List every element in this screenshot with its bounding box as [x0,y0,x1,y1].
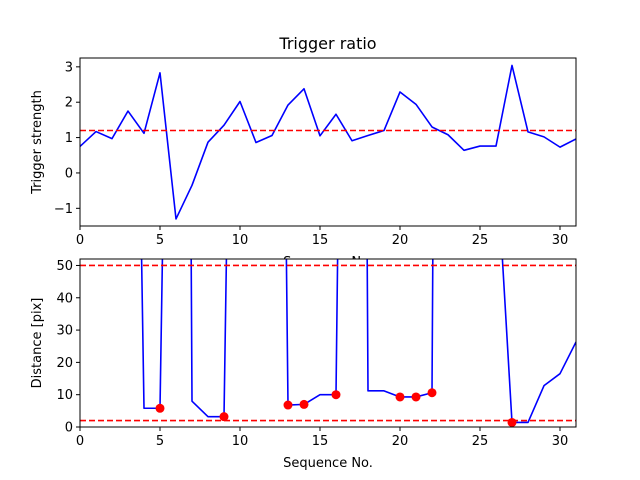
x-tick-label: 30 [552,233,569,248]
distance-plot: 0 5 10 15 20 25 30 0 10 20 30 40 50 Sequence No. Dis… [30,258,577,471]
y-tick-label: 10 [56,388,73,403]
series-line [501,259,576,424]
data-point [331,390,341,400]
series-line [190,259,228,418]
y-axis-label: Distance [pix] [30,298,45,389]
x-tick-label: 5 [156,434,164,449]
y-tick-label: 0 [65,166,73,181]
x-tick-label: 5 [156,233,164,248]
x-tick-label: 0 [76,434,84,449]
y-tick-label: 3 [65,60,73,75]
series-line [140,259,164,410]
x-tick-label: 30 [552,434,569,449]
series-line [80,64,576,220]
data-point [283,400,293,410]
x-tick-label: 10 [232,233,249,248]
y-tick-label: 50 [56,259,73,274]
series-line [285,259,339,406]
x-axis-label: Sequence No. [283,456,373,471]
x-tick-label: 15 [312,434,329,449]
data-point [507,417,517,427]
data-point [155,403,165,413]
data-point [411,392,421,402]
data-point [299,399,309,409]
y-tick-label: 0 [65,421,73,436]
y-tick-label: 30 [56,324,73,339]
y-axis-label: Trigger strength [30,90,45,195]
chart-title: Trigger ratio [278,34,376,53]
plot-frame [79,258,577,428]
y-tick-label: 40 [56,291,73,306]
x-tick-label: 15 [312,233,329,248]
x-tick-label: 25 [472,233,489,248]
x-tick-label: 20 [392,233,409,248]
bottom-plot-background [80,259,576,427]
plot-frame [79,57,577,227]
data-point [427,388,437,398]
y-tick-label: −1 [54,202,73,217]
y-tick-label: 20 [56,356,73,371]
x-tick-label: 25 [472,434,489,449]
x-tick-label: 0 [76,233,84,248]
x-tick-label: 10 [232,434,249,449]
y-tick-label: 1 [65,131,73,146]
data-point [219,412,229,422]
y-tick-label: 2 [65,96,73,111]
x-tick-label: 20 [392,434,409,449]
data-point [395,392,405,402]
